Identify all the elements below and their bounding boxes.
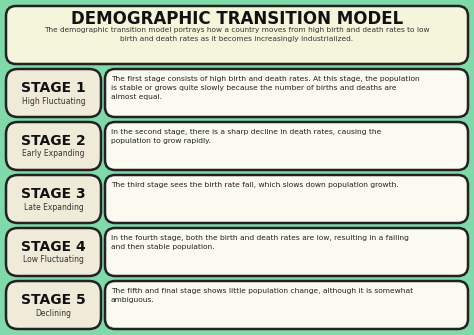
FancyBboxPatch shape <box>105 175 468 223</box>
FancyBboxPatch shape <box>6 228 101 276</box>
Text: In the fourth stage, both the birth and death rates are low, resulting in a fall: In the fourth stage, both the birth and … <box>111 235 409 250</box>
FancyBboxPatch shape <box>6 281 101 329</box>
Text: STAGE 1: STAGE 1 <box>21 81 86 95</box>
FancyBboxPatch shape <box>105 122 468 170</box>
Text: Late Expanding: Late Expanding <box>24 202 83 211</box>
Text: High Fluctuating: High Fluctuating <box>22 96 85 106</box>
FancyBboxPatch shape <box>6 69 101 117</box>
FancyBboxPatch shape <box>6 6 468 64</box>
FancyBboxPatch shape <box>105 69 468 117</box>
Text: Declining: Declining <box>36 309 72 318</box>
Text: The first stage consists of high birth and death rates. At this stage, the popul: The first stage consists of high birth a… <box>111 76 420 99</box>
FancyBboxPatch shape <box>105 281 468 329</box>
Text: DEMOGRAPHIC TRANSITION MODEL: DEMOGRAPHIC TRANSITION MODEL <box>71 10 403 28</box>
Text: The fifth and final stage shows little population change, although it is somewha: The fifth and final stage shows little p… <box>111 288 413 303</box>
Text: STAGE 3: STAGE 3 <box>21 187 86 201</box>
FancyBboxPatch shape <box>6 175 101 223</box>
Text: STAGE 2: STAGE 2 <box>21 134 86 148</box>
FancyBboxPatch shape <box>105 228 468 276</box>
Text: STAGE 5: STAGE 5 <box>21 293 86 307</box>
Text: Low Fluctuating: Low Fluctuating <box>23 256 84 265</box>
Text: The third stage sees the birth rate fall, which slows down population growth.: The third stage sees the birth rate fall… <box>111 182 399 188</box>
Text: Early Expanding: Early Expanding <box>22 149 85 158</box>
Text: STAGE 4: STAGE 4 <box>21 240 86 254</box>
Text: The demographic transition model portrays how a country moves from high birth an: The demographic transition model portray… <box>44 27 430 42</box>
FancyBboxPatch shape <box>6 122 101 170</box>
Text: In the second stage, there is a sharp decline in death rates, causing the
popula: In the second stage, there is a sharp de… <box>111 129 381 144</box>
